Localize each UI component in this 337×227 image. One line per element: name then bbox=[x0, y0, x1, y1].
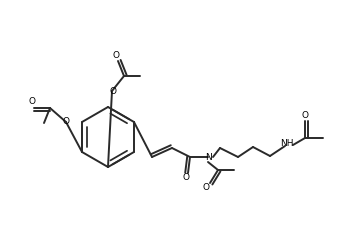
Text: O: O bbox=[203, 183, 210, 192]
Text: O: O bbox=[29, 98, 35, 106]
Text: N: N bbox=[205, 153, 211, 161]
Text: O: O bbox=[110, 86, 117, 96]
Text: O: O bbox=[302, 111, 308, 119]
Text: O: O bbox=[183, 173, 189, 183]
Text: O: O bbox=[62, 118, 69, 126]
Text: O: O bbox=[113, 52, 120, 61]
Text: NH: NH bbox=[280, 140, 294, 148]
